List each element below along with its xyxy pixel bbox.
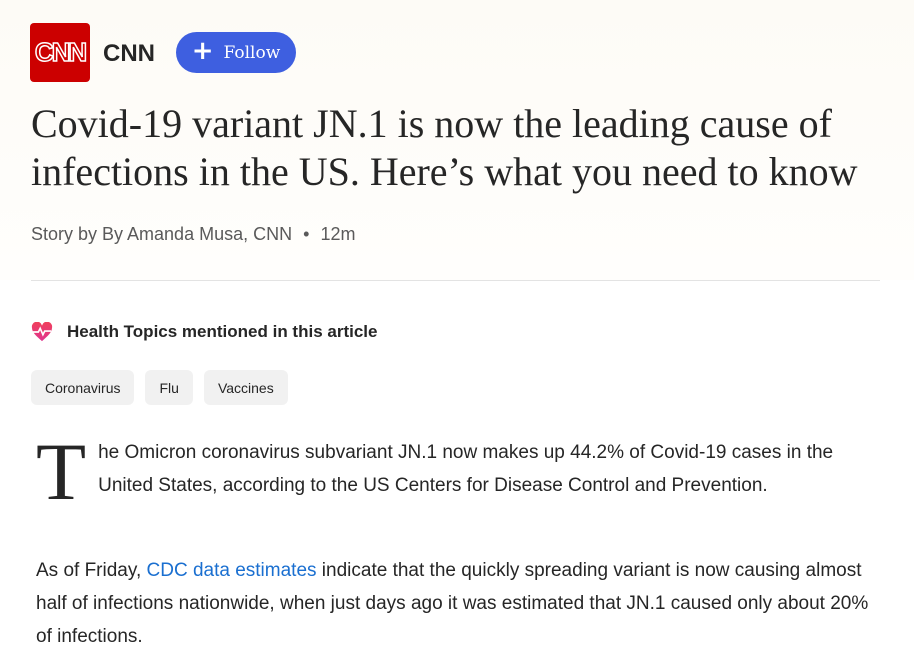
cdc-data-link[interactable]: CDC data estimates [146, 560, 317, 581]
article-header: CNN CNN + Follow Covid-19 variant JN.1 i… [0, 0, 914, 280]
byline: Story by By Amanda Musa, CNN • 12m [31, 224, 356, 244]
paragraph-2: As of Friday, CDC data estimates indicat… [36, 560, 869, 647]
chip-vaccines[interactable]: Vaccines [203, 370, 288, 405]
drop-cap: T [36, 426, 87, 517]
chip-flu[interactable]: Flu [145, 370, 193, 405]
source-name[interactable]: CNN [103, 40, 155, 67]
cnn-logo[interactable]: CNN [30, 23, 90, 82]
follow-button[interactable]: + Follow [176, 32, 296, 73]
health-topics-heading: Health Topics mentioned in this article [31, 322, 377, 342]
chip-coronavirus[interactable]: Coronavirus [31, 370, 135, 405]
heart-pulse-icon [31, 322, 53, 342]
plus-icon: + [191, 36, 214, 66]
timestamp: 12m [320, 224, 356, 244]
separator: • [303, 224, 310, 244]
topic-chips: Coronavirus Flu Vaccines [31, 370, 288, 405]
article-title: Covid-19 variant JN.1 is now the leading… [31, 101, 858, 194]
divider [31, 280, 880, 281]
